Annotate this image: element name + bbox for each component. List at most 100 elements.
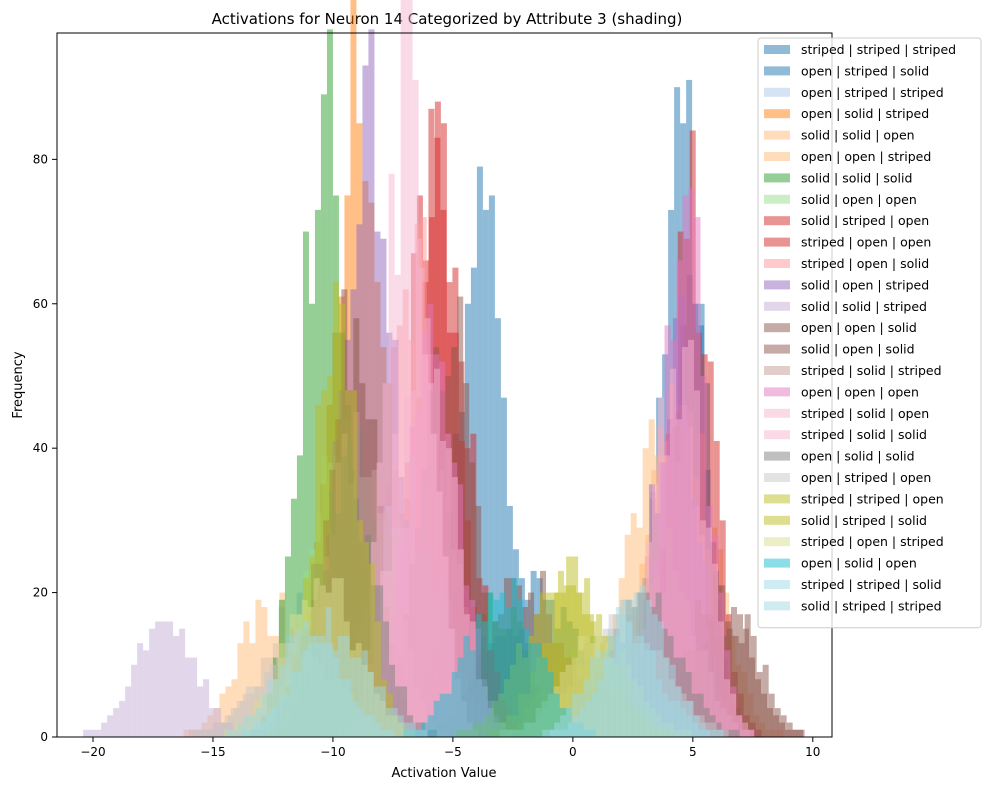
histogram-bar	[638, 635, 645, 737]
histogram-bar	[285, 635, 292, 737]
histogram-bar	[308, 303, 315, 737]
histogram-bar	[482, 209, 489, 737]
histogram-bar	[711, 729, 718, 737]
legend-item: striped | open | striped	[764, 534, 944, 549]
legend-swatch	[764, 515, 790, 525]
histogram-bar	[243, 621, 250, 737]
legend-item: open | striped | solid	[764, 63, 929, 78]
histogram-bar	[83, 729, 90, 737]
histogram-bar	[439, 693, 446, 737]
histogram-bar	[704, 729, 711, 737]
histogram-bar	[674, 700, 681, 737]
legend-label: open | striped | striped	[801, 85, 944, 100]
histogram-bar	[314, 404, 321, 737]
legend-swatch	[764, 173, 790, 183]
histogram-bar	[523, 628, 530, 737]
legend-swatch	[764, 237, 790, 247]
histogram-bar	[125, 686, 132, 737]
histogram-bar	[475, 614, 482, 737]
histogram-bar	[204, 729, 211, 737]
histogram-bar	[279, 664, 286, 737]
histogram-bar	[339, 679, 346, 737]
legend-item: solid | striped | striped	[764, 598, 942, 613]
histogram-bar	[351, 700, 358, 737]
x-tick-label: −20	[80, 745, 105, 759]
histogram-bar	[303, 621, 310, 737]
legend-label: open | solid | open	[801, 556, 917, 571]
histogram-bar	[563, 585, 570, 737]
legend-label: open | solid | solid	[801, 449, 915, 464]
histogram-bar	[748, 657, 755, 737]
histogram-bar	[327, 643, 334, 737]
legend-swatch	[764, 66, 790, 76]
histogram-bar	[427, 715, 434, 737]
histogram-bar	[445, 693, 452, 737]
histogram-bar	[161, 621, 168, 737]
histogram-bar	[541, 657, 548, 737]
legend-item: open | open | open	[764, 384, 919, 399]
histogram-bar	[717, 729, 724, 737]
histogram-bar	[730, 693, 737, 737]
histogram-bar	[237, 643, 244, 737]
histogram-bar	[309, 635, 316, 737]
histogram-bar	[273, 679, 280, 737]
histogram-bar	[356, 520, 363, 737]
histogram-bar	[345, 679, 352, 737]
histogram-bar	[395, 686, 402, 737]
histogram-bar	[433, 368, 440, 737]
legend-item: open | solid | open	[764, 556, 917, 571]
histogram-bar	[657, 621, 664, 737]
histogram-bar	[131, 664, 138, 737]
y-tick-label: 20	[33, 586, 48, 600]
histogram-bar	[692, 722, 699, 737]
histogram-bar	[730, 607, 737, 737]
legend-label: solid | striped | solid	[801, 513, 927, 528]
histogram-bar	[225, 686, 232, 737]
histogram-bar	[249, 715, 256, 737]
histogram-bar	[379, 686, 386, 737]
histogram-bar	[754, 679, 761, 737]
x-tick-label: 10	[805, 745, 820, 759]
legend-swatch	[764, 323, 790, 333]
histogram-bar	[400, 0, 407, 737]
histogram-bar	[267, 679, 274, 737]
histogram-bar	[210, 729, 217, 737]
histogram-bar	[680, 708, 687, 737]
histogram-bar	[578, 693, 585, 737]
histogram-bar	[691, 693, 698, 737]
histogram-bar	[608, 635, 615, 737]
legend-item: striped | striped | solid	[764, 577, 942, 592]
histogram-bars	[83, 0, 805, 738]
legend-swatch	[764, 366, 790, 375]
legend-item: open | solid | solid	[764, 449, 915, 464]
histogram-bar	[698, 729, 705, 737]
histogram-bar	[297, 628, 304, 737]
histogram-bar	[149, 628, 156, 737]
histogram-bar	[381, 729, 388, 737]
histogram-bar	[620, 614, 627, 737]
histogram-bar	[261, 693, 268, 737]
histogram-bar	[397, 715, 404, 737]
histogram-bar	[421, 354, 428, 737]
histogram-bar	[688, 339, 695, 737]
histogram-bar	[545, 592, 552, 737]
legend-item: solid | solid | solid	[764, 170, 912, 185]
histogram-bar	[548, 729, 555, 737]
legend-swatch	[764, 130, 790, 140]
legend-label: solid | solid | open	[801, 128, 915, 143]
legend-item: solid | open | solid	[764, 342, 915, 357]
legend-swatch	[764, 451, 790, 461]
histogram-bar	[566, 708, 573, 737]
histogram-bar	[383, 621, 390, 737]
histogram-bar	[255, 708, 262, 737]
histogram-bar	[185, 657, 192, 737]
series-26	[225, 614, 711, 737]
legend-label: open | open | striped	[801, 149, 931, 164]
histogram-bar	[368, 29, 375, 737]
histogram-bar	[602, 657, 609, 737]
histogram-bar	[401, 686, 408, 737]
histogram-bar	[439, 440, 446, 737]
legend-item: open | striped | open	[764, 470, 931, 485]
legend-item: striped | open | open	[764, 235, 931, 250]
legend-label: solid | open | striped	[801, 277, 929, 292]
